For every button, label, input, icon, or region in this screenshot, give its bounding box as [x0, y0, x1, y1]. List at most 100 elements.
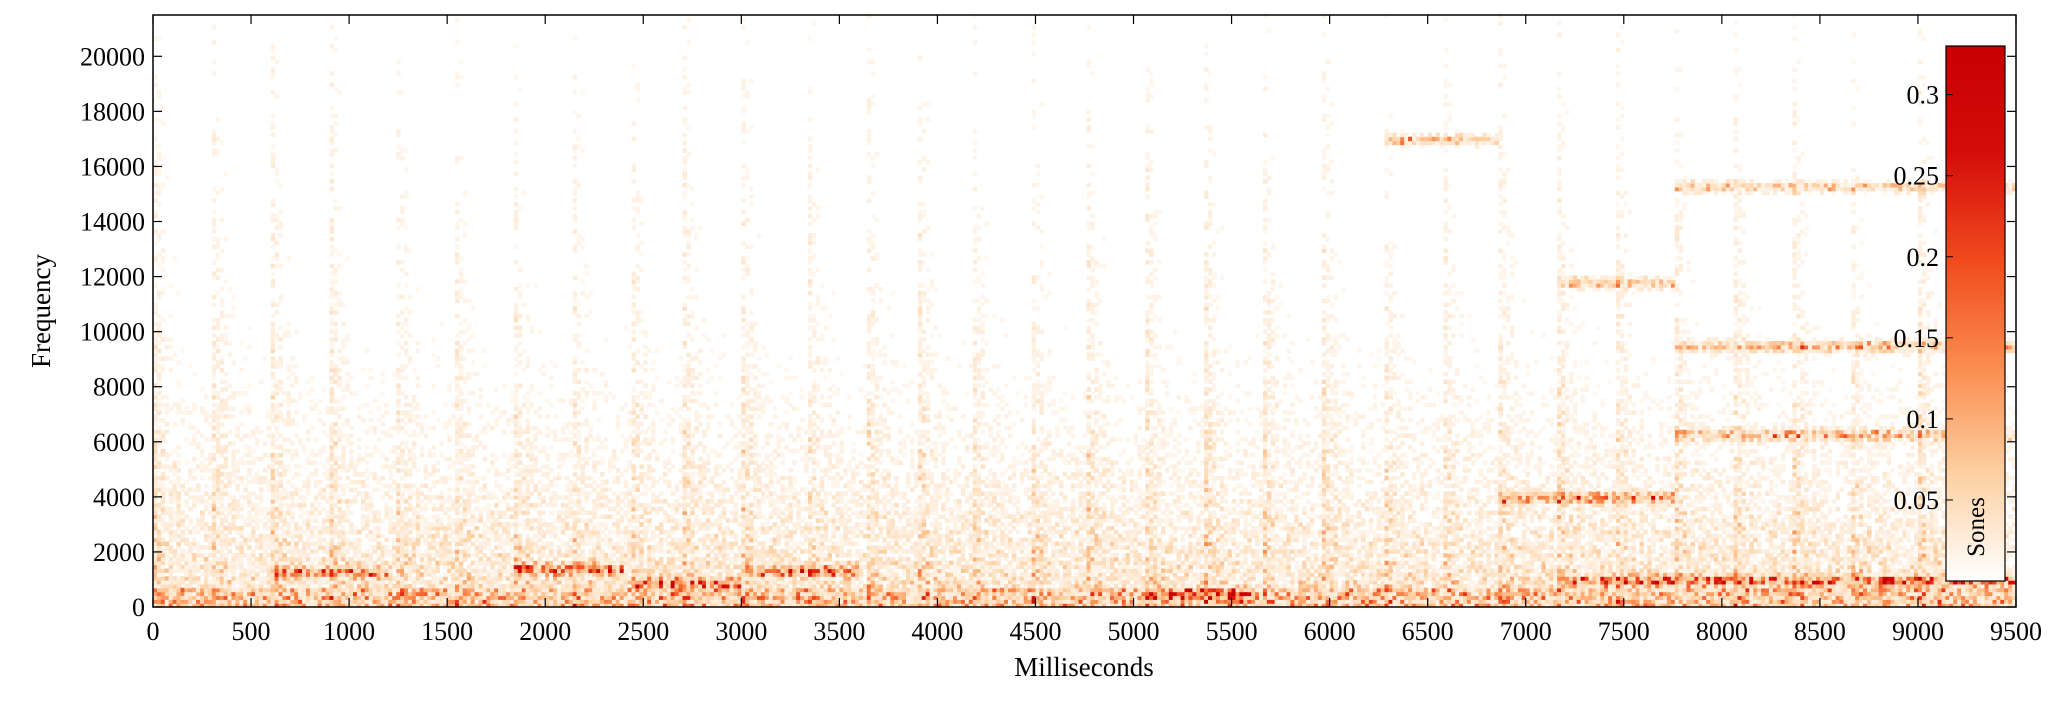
heatmap-cell — [564, 583, 570, 589]
heatmap-cell — [156, 433, 162, 438]
heatmap-cell — [466, 456, 472, 462]
heatmap-cell — [576, 491, 582, 496]
heatmap-cell — [404, 441, 409, 446]
heatmap-cell — [255, 595, 260, 600]
heatmap-cell — [455, 533, 460, 539]
heatmap-cell — [439, 452, 444, 458]
heatmap-cell — [411, 591, 417, 597]
heatmap-cell — [313, 568, 319, 573]
heatmap-cell — [400, 418, 405, 423]
heatmap-cell — [286, 576, 291, 581]
heatmap-cell — [576, 545, 582, 550]
heatmap-cell — [615, 502, 621, 508]
heatmap-cell — [623, 445, 629, 450]
heatmap-cell — [643, 572, 648, 577]
heatmap-cell — [482, 475, 487, 481]
heatmap-cell — [325, 456, 331, 462]
heatmap-cell — [200, 499, 205, 504]
heatmap-cell — [211, 591, 217, 597]
heatmap-cell — [396, 572, 401, 577]
heatmap-cell — [160, 510, 166, 516]
heatmap-cell — [411, 549, 417, 554]
heatmap-cell — [255, 475, 260, 481]
heatmap-cell — [455, 599, 460, 604]
heatmap-cell — [400, 209, 405, 215]
heatmap-cell — [513, 402, 519, 408]
heatmap-cell — [498, 499, 503, 504]
heatmap-cell — [396, 468, 401, 473]
heatmap-cell — [498, 545, 503, 550]
heatmap-cell — [611, 541, 617, 546]
heatmap-cell — [329, 229, 334, 234]
heatmap-cell — [572, 244, 578, 250]
heatmap-cell — [529, 564, 534, 570]
heatmap-cell — [623, 325, 629, 331]
heatmap-cell — [345, 356, 350, 361]
heatmap-cell — [180, 348, 185, 354]
heatmap-cell — [368, 491, 374, 496]
heatmap-cell — [184, 437, 189, 442]
heatmap-cell — [160, 395, 166, 400]
heatmap-cell — [474, 580, 480, 585]
heatmap-cell — [608, 541, 613, 546]
heatmap-cell — [235, 433, 240, 438]
heatmap-cell — [345, 360, 350, 365]
heatmap-cell — [557, 464, 562, 469]
heatmap-cell — [317, 560, 323, 566]
heatmap-cell — [447, 599, 452, 604]
heatmap-cell — [482, 522, 487, 527]
heatmap-cell — [498, 510, 503, 516]
heatmap-cell — [596, 545, 601, 550]
heatmap-cell — [455, 40, 460, 45]
heatmap-cell — [396, 483, 401, 489]
heatmap-cell — [306, 599, 311, 604]
heatmap-cell — [349, 391, 354, 396]
heatmap-cell — [639, 514, 644, 519]
heatmap-cell — [513, 383, 519, 388]
heatmap-cell — [447, 387, 452, 392]
heatmap-cell — [176, 599, 181, 604]
heatmap-cell — [411, 580, 417, 585]
heatmap-cell — [329, 140, 334, 146]
heatmap-cell — [415, 433, 421, 438]
heatmap-cell — [262, 522, 268, 527]
heatmap-cell — [549, 595, 554, 600]
heatmap-cell — [368, 587, 374, 593]
heatmap-cell — [619, 537, 625, 543]
heatmap-cell — [545, 456, 550, 462]
heatmap-cell — [466, 545, 472, 550]
heatmap-cell — [576, 572, 582, 577]
heatmap-cell — [564, 591, 570, 597]
heatmap-cell — [333, 329, 338, 334]
heatmap-cell — [564, 568, 570, 573]
heatmap-cell — [619, 491, 625, 496]
heatmap-cell — [447, 603, 452, 608]
heatmap-cell — [380, 452, 385, 458]
heatmap-cell — [525, 487, 531, 492]
heatmap-cell — [317, 587, 323, 593]
heatmap-cell — [447, 545, 452, 550]
heatmap-cell — [153, 487, 158, 492]
heatmap-cell — [223, 576, 229, 581]
heatmap-cell — [553, 587, 558, 593]
heatmap-cell — [372, 425, 378, 431]
heatmap-cell — [274, 94, 280, 99]
heatmap-cell — [172, 464, 178, 469]
heatmap-cell — [333, 495, 338, 500]
heatmap-cell — [211, 59, 217, 65]
heatmap-cell — [258, 495, 264, 500]
heatmap-cell — [631, 287, 636, 292]
heatmap-cell — [153, 117, 158, 122]
heatmap-cell — [553, 556, 558, 562]
heatmap-cell — [506, 560, 511, 566]
heatmap-cell — [560, 591, 566, 597]
heatmap-cell — [560, 583, 566, 589]
heatmap-cell — [513, 221, 519, 226]
heatmap-cell — [153, 229, 158, 234]
heatmap-cell — [576, 568, 582, 573]
heatmap-cell — [635, 82, 640, 88]
heatmap-cell — [211, 556, 217, 562]
heatmap-cell — [447, 422, 452, 427]
heatmap-cell — [215, 537, 221, 543]
heatmap-cell — [572, 487, 578, 492]
